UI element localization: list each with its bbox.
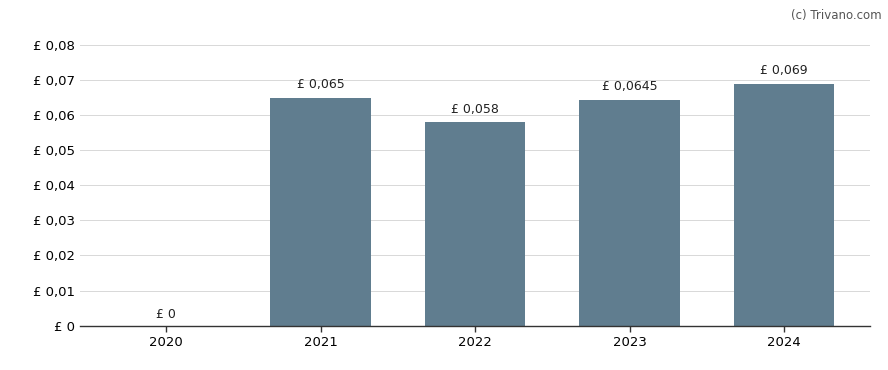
Text: £ 0,065: £ 0,065 [297, 78, 345, 91]
Text: £ 0: £ 0 [156, 308, 176, 322]
Bar [579, 100, 680, 326]
Text: £ 0,0645: £ 0,0645 [602, 80, 657, 93]
Bar [424, 122, 526, 326]
Bar [733, 84, 835, 326]
Text: £ 0,058: £ 0,058 [451, 103, 499, 116]
Text: (c) Trivano.com: (c) Trivano.com [791, 9, 882, 22]
Text: £ 0,069: £ 0,069 [760, 64, 808, 77]
Bar [270, 98, 371, 326]
